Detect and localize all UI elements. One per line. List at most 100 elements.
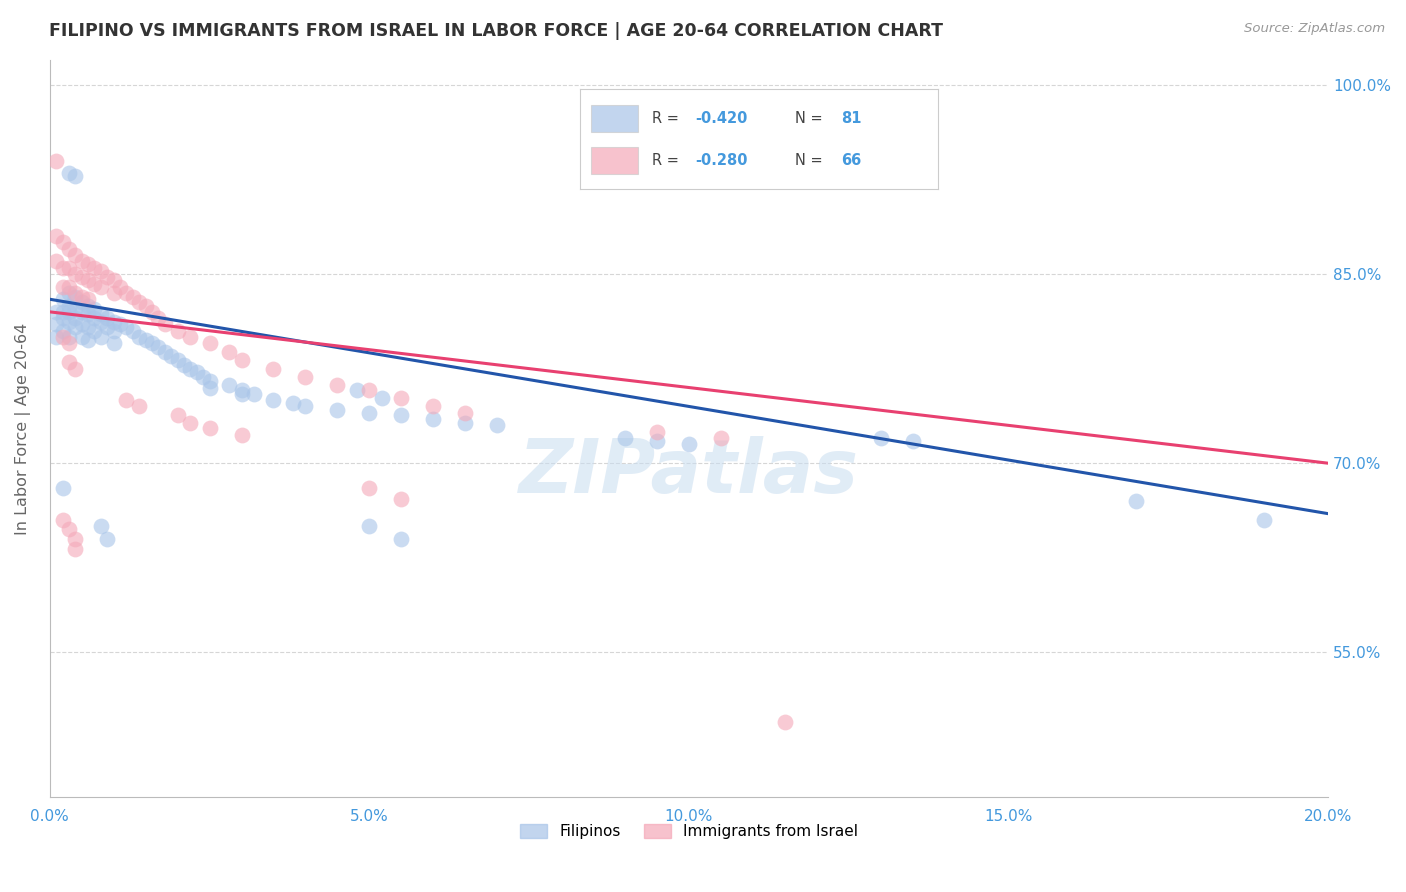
Point	[45, 229, 67, 244]
Point	[58, 166, 80, 180]
Point	[645, 434, 668, 448]
Point	[231, 383, 253, 397]
Point	[45, 254, 67, 268]
Point	[108, 279, 131, 293]
Point	[58, 305, 80, 319]
Point	[135, 299, 157, 313]
Point	[128, 400, 150, 414]
Point	[51, 482, 73, 496]
Point	[77, 299, 100, 313]
Point	[90, 279, 112, 293]
Point	[326, 403, 349, 417]
Text: FILIPINO VS IMMIGRANTS FROM ISRAEL IN LABOR FORCE | AGE 20-64 CORRELATION CHART: FILIPINO VS IMMIGRANTS FROM ISRAEL IN LA…	[49, 22, 943, 40]
Point	[83, 260, 105, 275]
Point	[51, 305, 73, 319]
Point	[326, 378, 349, 392]
Point	[83, 324, 105, 338]
Point	[96, 320, 118, 334]
Point	[103, 336, 125, 351]
Point	[58, 336, 80, 351]
Point	[359, 406, 381, 420]
Point	[901, 434, 924, 448]
Point	[231, 428, 253, 442]
Point	[179, 416, 201, 430]
Point	[198, 380, 221, 394]
Point	[121, 290, 143, 304]
Point	[115, 393, 138, 408]
Point	[45, 305, 67, 319]
Point	[65, 248, 87, 262]
Point	[90, 264, 112, 278]
Point	[148, 311, 170, 326]
Point	[83, 277, 105, 292]
Point	[135, 333, 157, 347]
Text: ZIPatlas: ZIPatlas	[519, 436, 859, 509]
Point	[389, 532, 412, 546]
Point	[645, 425, 668, 439]
Point	[90, 307, 112, 321]
Point	[58, 299, 80, 313]
Point	[51, 292, 73, 306]
Point	[96, 532, 118, 546]
Point	[166, 324, 188, 338]
Point	[103, 315, 125, 329]
Point	[198, 336, 221, 351]
Point	[186, 365, 208, 379]
Point	[869, 431, 891, 445]
Point	[51, 513, 73, 527]
Point	[65, 320, 87, 334]
Point	[70, 305, 93, 319]
Text: Source: ZipAtlas.com: Source: ZipAtlas.com	[1244, 22, 1385, 36]
Point	[90, 330, 112, 344]
Point	[454, 416, 477, 430]
Point	[191, 370, 214, 384]
Point	[51, 235, 73, 250]
Point	[108, 318, 131, 332]
Point	[65, 285, 87, 300]
Point	[90, 315, 112, 329]
Point	[96, 311, 118, 326]
Point	[115, 285, 138, 300]
Point	[58, 285, 80, 300]
Point	[58, 260, 80, 275]
Point	[166, 352, 188, 367]
Point	[103, 324, 125, 338]
Point	[83, 311, 105, 326]
Point	[65, 290, 87, 304]
Point	[77, 333, 100, 347]
Legend: Filipinos, Immigrants from Israel: Filipinos, Immigrants from Israel	[513, 817, 865, 845]
Point	[243, 387, 266, 401]
Point	[389, 409, 412, 423]
Point	[198, 374, 221, 388]
Point	[51, 311, 73, 326]
Point	[65, 311, 87, 326]
Point	[96, 269, 118, 284]
Point	[45, 153, 67, 168]
Point	[231, 387, 253, 401]
Point	[70, 294, 93, 309]
Point	[1253, 513, 1275, 527]
Point	[65, 302, 87, 317]
Point	[77, 257, 100, 271]
Point	[422, 412, 444, 426]
Point	[148, 340, 170, 354]
Point	[51, 324, 73, 338]
Point	[45, 330, 67, 344]
Point	[77, 273, 100, 287]
Point	[218, 378, 240, 392]
Point	[166, 409, 188, 423]
Point	[70, 269, 93, 284]
Point	[65, 267, 87, 281]
Point	[281, 395, 304, 409]
Point	[678, 437, 700, 451]
Point	[160, 349, 183, 363]
Point	[58, 522, 80, 536]
Point	[173, 358, 195, 372]
Point	[70, 290, 93, 304]
Point	[115, 320, 138, 334]
Point	[65, 361, 87, 376]
Point	[128, 330, 150, 344]
Point	[231, 352, 253, 367]
Point	[218, 345, 240, 359]
Point	[121, 324, 143, 338]
